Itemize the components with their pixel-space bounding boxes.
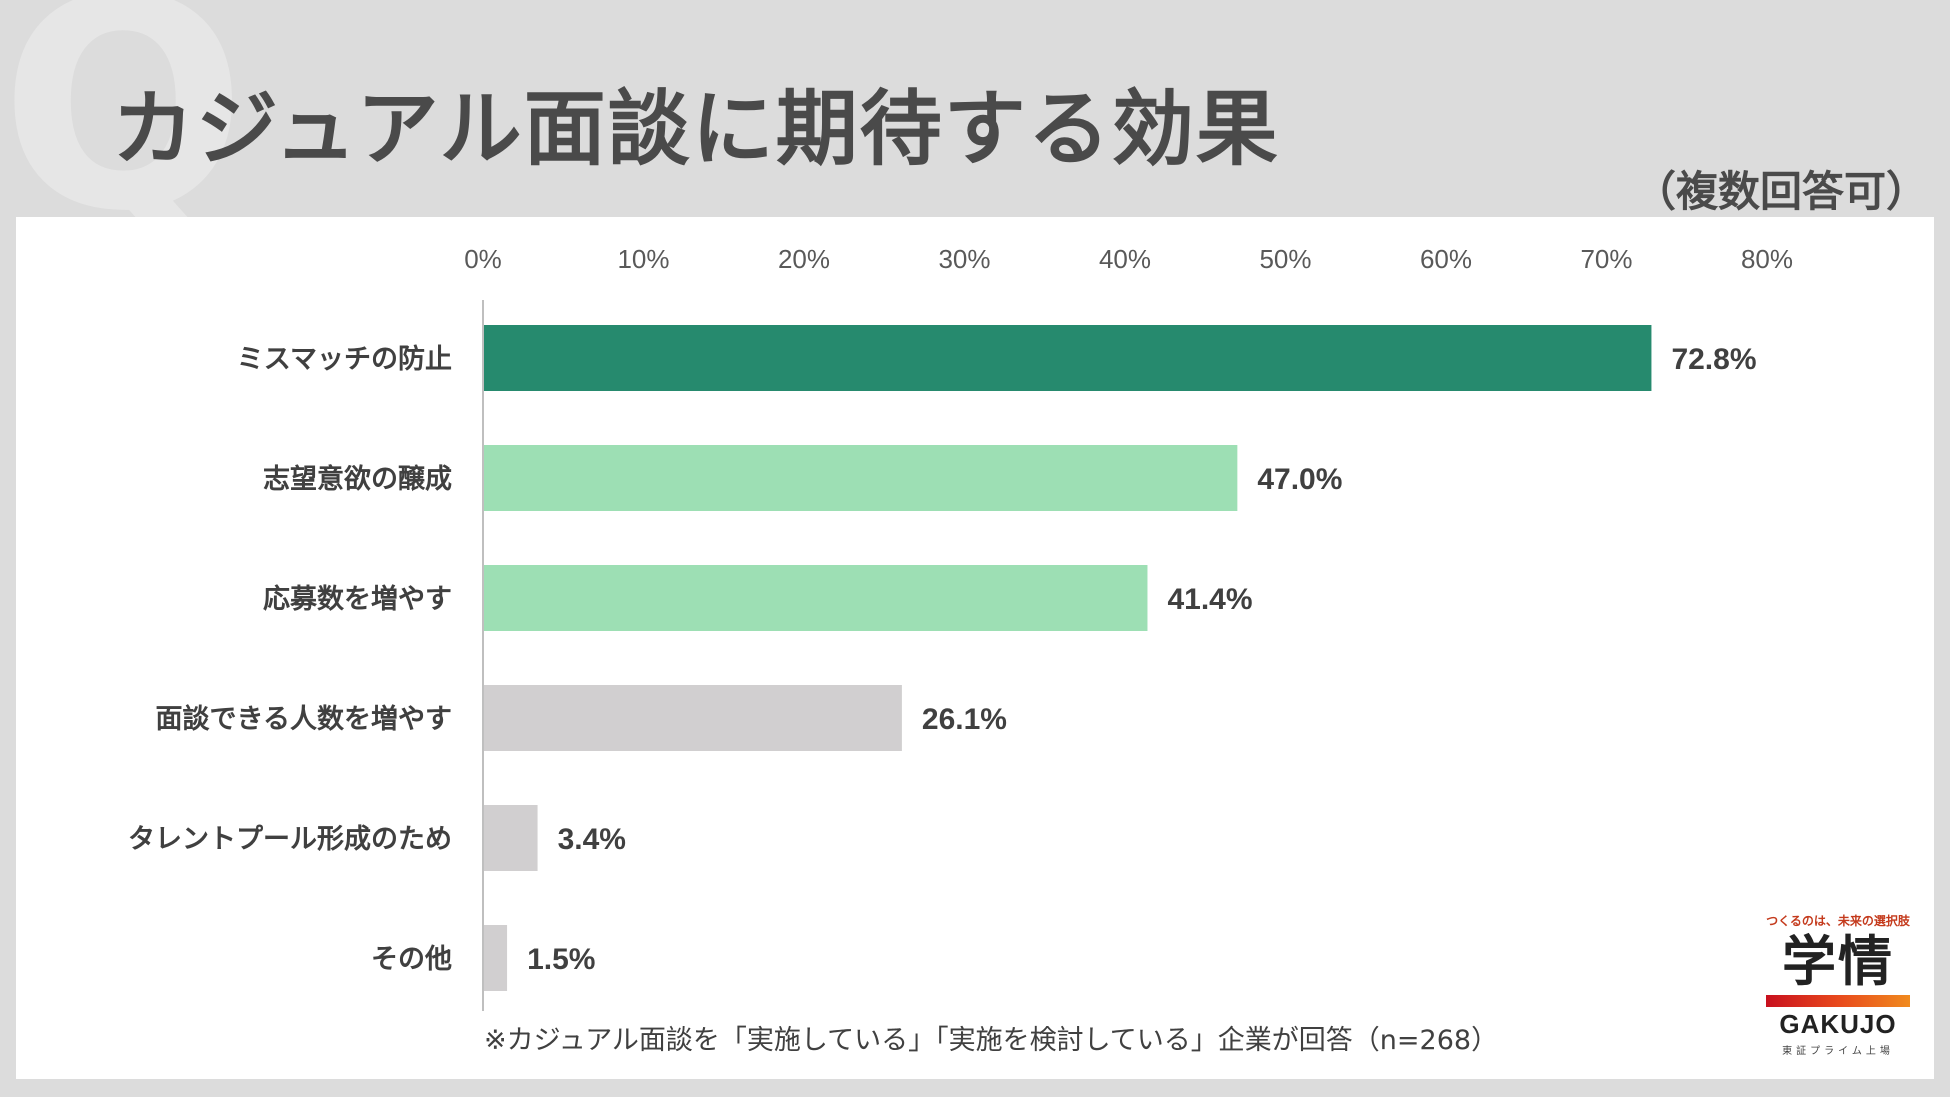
category-label-2: 応募数を増やす	[263, 583, 452, 615]
value-label-0: 72.8%	[1671, 343, 1756, 376]
bar-0	[484, 325, 1652, 391]
bar-5	[484, 925, 508, 991]
x-tick-label-4: 40%	[1099, 244, 1151, 274]
logo-bar	[1766, 995, 1910, 1007]
bar-2	[484, 565, 1148, 631]
bar-3	[484, 685, 902, 751]
page-title: カジュアル面談に期待する効果	[112, 82, 1280, 177]
value-labels: 72.8% 47.0% 41.4% 26.1% 3.4% 1.5%	[527, 343, 1756, 976]
x-axis-ticks: 0% 10% 20% 30% 40% 50% 60% 70% 80%	[464, 244, 1793, 274]
value-label-5: 1.5%	[527, 943, 595, 976]
logo-kanji: 学情	[1782, 930, 1894, 993]
page-subtitle: （複数回答可）	[1633, 167, 1928, 216]
bars-group	[484, 325, 1652, 991]
bar-1	[484, 445, 1238, 511]
value-label-2: 41.4%	[1167, 583, 1252, 616]
x-tick-label-6: 60%	[1420, 244, 1472, 274]
category-label-4: タレントプール形成のため	[128, 824, 452, 855]
logo-tagline: つくるのは、未来の選択肢	[1766, 914, 1910, 928]
x-tick-label-5: 50%	[1259, 244, 1311, 274]
category-label-0: ミスマッチの防止	[237, 344, 452, 375]
category-label-1: 志望意欲の醸成	[263, 463, 452, 495]
gakujo-logo: つくるのは、未来の選択肢 学情 GAKUJO 東証プライム上場	[1758, 912, 1918, 1057]
x-tick-label-0: 0%	[464, 244, 502, 274]
logo-english: GAKUJO	[1779, 1009, 1897, 1039]
value-label-3: 26.1%	[922, 703, 1007, 736]
x-tick-label-1: 10%	[617, 244, 669, 274]
value-label-4: 3.4%	[558, 823, 626, 856]
x-tick-label-7: 70%	[1580, 244, 1632, 274]
x-tick-label-2: 20%	[778, 244, 830, 274]
logo-sub: 東証プライム上場	[1782, 1046, 1894, 1057]
category-label-3: 面談できる人数を増やす	[156, 703, 452, 735]
watermark-q: Q	[0, 0, 247, 275]
category-label-5: その他	[371, 944, 452, 975]
category-labels: ミスマッチの防止志望意欲の醸成応募数を増やす面談できる人数を増やすタレントプール…	[128, 344, 452, 975]
x-tick-label-8: 80%	[1741, 244, 1793, 274]
x-tick-label-3: 30%	[938, 244, 990, 274]
footnote: ※カジュアル面談を「実施している」「実施を検討している」企業が回答（n=268）	[484, 1025, 1499, 1056]
value-label-1: 47.0%	[1257, 463, 1342, 496]
bar-4	[484, 805, 538, 871]
